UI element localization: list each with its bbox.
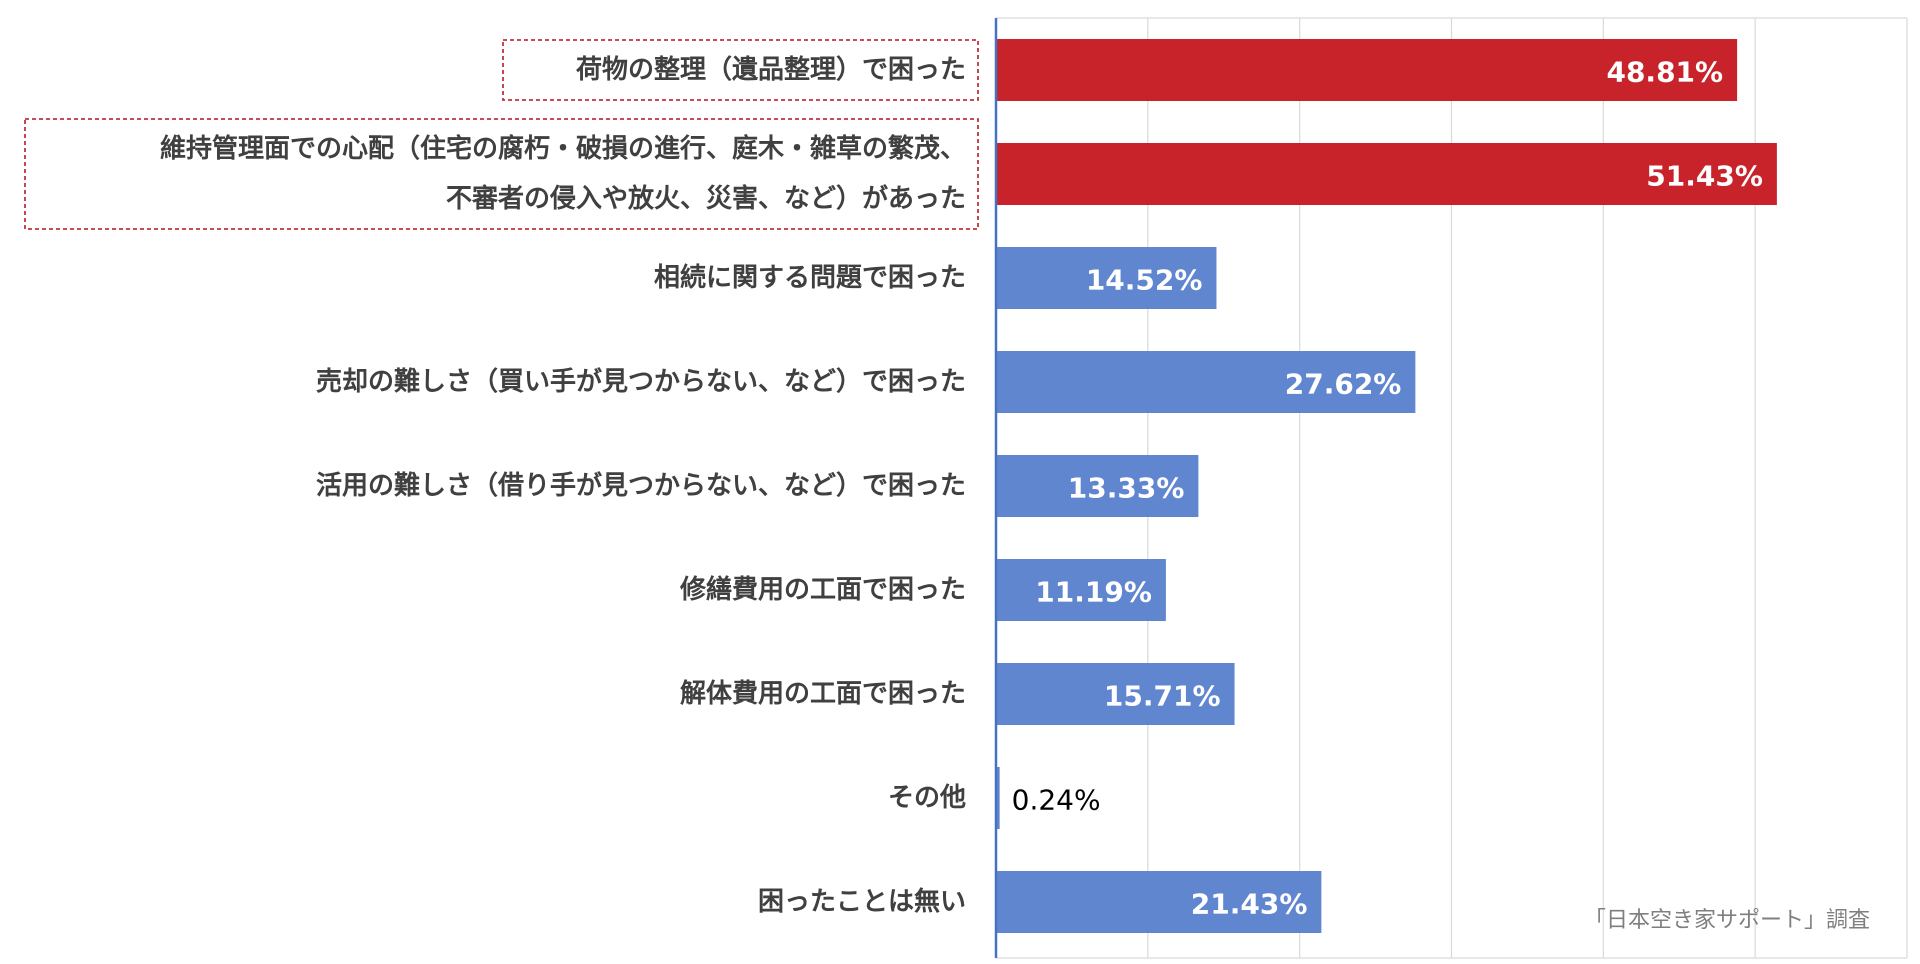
source-note: 「日本空き家サポート」調査 (1584, 908, 1870, 933)
category-label: 解体費用の工面で困った (680, 679, 966, 709)
value-label: 0.24% (1012, 784, 1101, 817)
category-label: 不審者の侵入や放火、災害、など）があった (446, 183, 966, 214)
category-label: 活用の難しさ（借り手が見つからない、など）で困った (316, 470, 966, 501)
value-label: 21.43% (1191, 888, 1308, 921)
value-label: 15.71% (1104, 680, 1221, 713)
category-label: 相続に関する問題で困った (654, 262, 966, 293)
category-labels: 荷物の整理（遺品整理）で困った維持管理面での心配（住宅の腐朽・破損の進行、庭木・… (160, 54, 966, 917)
value-label: 13.33% (1068, 472, 1185, 505)
bar (996, 143, 1777, 205)
bar (996, 663, 1235, 725)
bar (996, 559, 1166, 621)
bar (996, 351, 1416, 413)
category-label: 維持管理面での心配（住宅の腐朽・破損の進行、庭木・雑草の繁茂、 (160, 133, 966, 164)
value-label: 14.52% (1086, 264, 1203, 297)
bar (996, 871, 1322, 933)
bars (994, 18, 1777, 958)
value-label: 51.43% (1646, 160, 1763, 193)
value-labels: 48.81% 51.43% 14.52% 27.62% 13.33% 11.19% 15.7… (1012, 56, 1763, 921)
bar (996, 39, 1738, 101)
bar (996, 455, 1199, 517)
bar (996, 767, 1000, 829)
category-label: 売却の難しさ（買い手が見つからない、など）で困った (316, 366, 966, 397)
category-label: その他 (888, 783, 966, 813)
value-label: 48.81% (1606, 56, 1723, 89)
value-label: 27.62% (1285, 368, 1402, 401)
category-label: 修繕費用の工面で困った (679, 574, 966, 605)
bar (996, 247, 1217, 309)
highlight-box (24, 118, 979, 230)
highlight-box (502, 39, 979, 101)
category-label: 困ったことは無い (758, 887, 966, 917)
highlight-boxes (24, 39, 979, 230)
value-label: 11.19% (1035, 576, 1152, 609)
category-label: 荷物の整理（遺品整理）で困った (576, 54, 966, 85)
